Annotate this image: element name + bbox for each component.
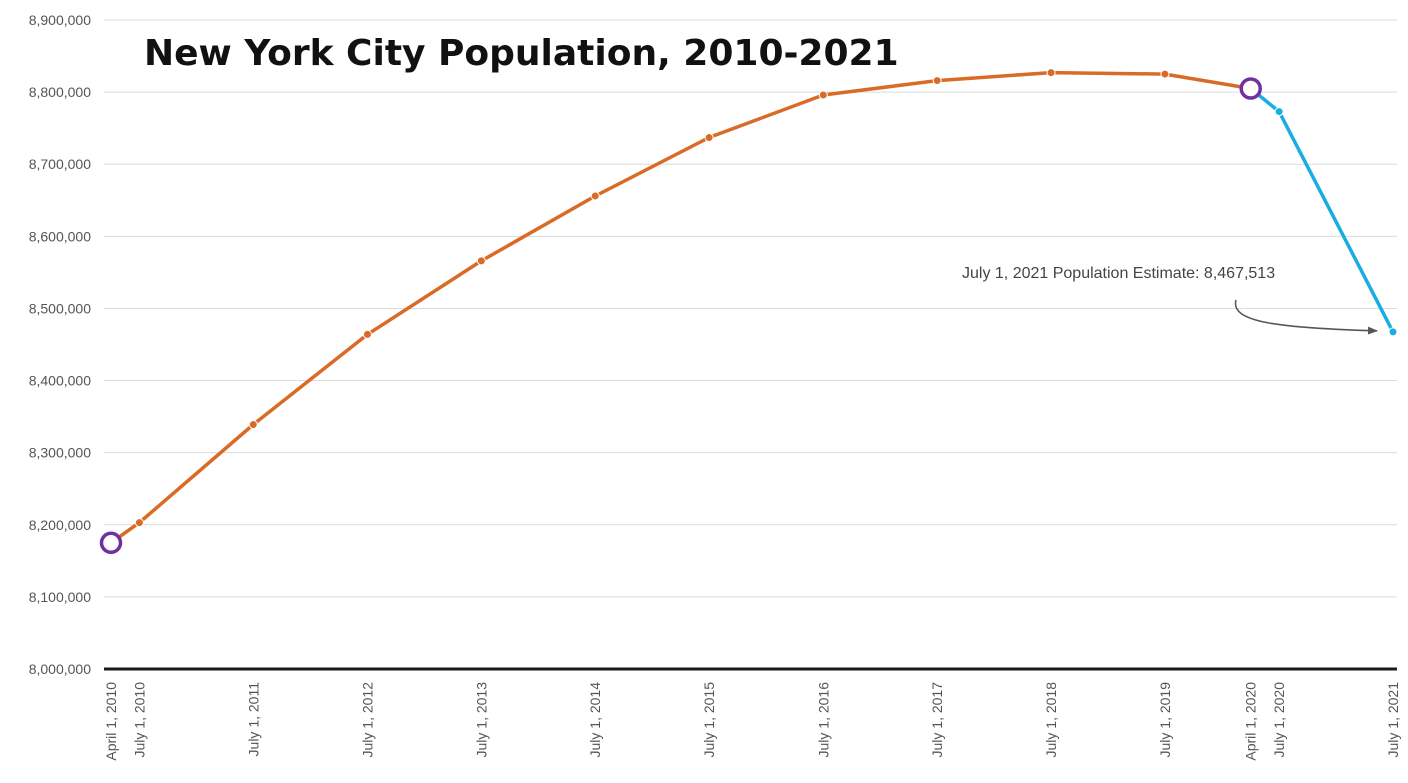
data-point	[818, 90, 828, 100]
x-tick-label: April 1, 2010	[103, 682, 119, 761]
annotation-arrow	[1234, 299, 1378, 335]
data-point	[704, 133, 714, 143]
series-line-1	[109, 70, 1253, 545]
y-tick-label: 8,100,000	[29, 589, 91, 605]
data-point	[1046, 68, 1056, 78]
highlight-point	[99, 531, 123, 555]
data-point	[476, 256, 486, 266]
y-tick-label: 8,700,000	[29, 156, 91, 172]
x-tick-label: July 1, 2019	[1157, 682, 1173, 758]
x-tick-label: July 1, 2014	[587, 682, 603, 758]
x-tick-label: July 1, 2015	[701, 682, 717, 758]
data-point	[1160, 69, 1170, 79]
data-points	[99, 68, 1398, 555]
x-tick-label: July 1, 2011	[245, 682, 261, 757]
y-tick-label: 8,500,000	[29, 300, 91, 316]
y-tick-label: 8,900,000	[29, 12, 91, 28]
data-point	[362, 329, 372, 339]
y-tick-label: 8,800,000	[29, 84, 91, 100]
x-tick-label: July 1, 2020	[1271, 682, 1287, 758]
x-tick-label: April 1, 2020	[1243, 682, 1259, 761]
y-tick-label: 8,400,000	[29, 373, 91, 389]
data-point	[1274, 107, 1284, 117]
x-tick-label: July 1, 2017	[929, 682, 945, 758]
data-point	[590, 191, 600, 201]
y-tick-label: 8,600,000	[29, 228, 91, 244]
series-lines	[109, 70, 1395, 545]
x-tick-label: July 1, 2013	[473, 682, 489, 758]
data-point	[248, 420, 258, 430]
annotation: July 1, 2021 Population Estimate: 8,467,…	[962, 265, 1378, 335]
gridlines	[104, 19, 1397, 671]
x-tick-label: July 1, 2010	[131, 682, 147, 758]
x-tick-label: July 1, 2016	[815, 682, 831, 758]
x-tick-label: July 1, 2021	[1385, 682, 1401, 758]
chart-title: New York City Population, 2010-2021	[144, 33, 899, 74]
data-point	[134, 518, 144, 528]
y-tick-label: 8,200,000	[29, 517, 91, 533]
data-point	[1388, 327, 1398, 337]
y-tick-label: 8,000,000	[29, 661, 91, 677]
series-line-2	[1248, 86, 1395, 334]
x-tick-label: July 1, 2012	[360, 682, 376, 758]
data-point	[932, 76, 942, 86]
y-tick-label: 8,300,000	[29, 445, 91, 461]
annotation-label: July 1, 2021 Population Estimate: 8,467,…	[962, 265, 1275, 282]
x-axis-ticks: April 1, 2010 July 1, 2010 July 1, 2011 Jul…	[103, 682, 1401, 761]
y-axis-ticks: 8,000,000 8,100,000 8,200,000 8,300,000 8,40…	[29, 12, 91, 677]
x-tick-label: July 1, 2018	[1043, 682, 1059, 758]
highlight-point	[1239, 77, 1262, 100]
